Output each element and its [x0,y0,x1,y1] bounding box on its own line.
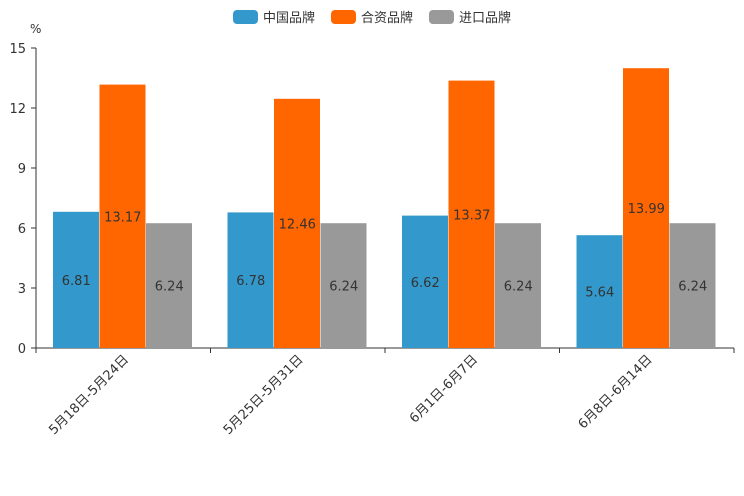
legend-swatch-import [429,9,454,24]
legend-item-china[interactable]: 中国品牌 [232,7,315,26]
bar-s0-c0 [53,211,99,348]
y-tick-label-3: 9 [18,162,26,177]
y-tick-label-1: 3 [18,282,26,297]
y-tick-label-5: 15 [9,42,26,57]
bar-s2-c1 [320,223,367,348]
legend-swatch-joint [330,9,356,24]
bar-s2-c0 [146,223,192,348]
data-label-s2-c2: 6.24 [504,280,533,295]
data-label-s2-c0: 6.24 [155,280,184,295]
bar-s1-c1 [274,98,320,348]
bar-s0-c2 [402,215,448,348]
data-label-s2-c1: 6.24 [329,280,358,295]
legend-label-import: 进口品牌 [459,11,512,26]
x-tick-label-3: 6月8日-6月14日 [576,352,656,432]
data-label-s1-c1: 12.46 [279,217,316,232]
data-label-s0-c2: 6.62 [411,276,440,291]
bar-s1-c0 [99,84,146,348]
bar-s2-c2 [495,223,541,348]
x-tick-label-0: 5月18日-5月24日 [46,352,132,438]
legend-item-import[interactable]: 进口品牌 [429,7,511,26]
y-tick-label-4: 12 [9,102,26,117]
data-label-s1-c0: 13.17 [104,210,141,225]
legend-swatch-china [232,9,258,24]
legend-item-joint[interactable]: 合资品牌 [330,7,413,26]
bar-s1-c3 [623,68,669,348]
y-tick-label-0: 0 [18,342,26,357]
data-label-s0-c3: 5.64 [585,286,614,301]
bar-s1-c2 [448,80,495,348]
bar-s0-c1 [227,212,274,348]
data-label-s1-c3: 13.99 [628,202,665,217]
bar-s0-c3 [576,235,623,348]
bar-s2-c3 [669,223,716,348]
x-tick-label-1: 5月25日-5月31日 [221,352,307,438]
x-tick-label-2: 6月1日-6月7日 [407,352,481,426]
legend-label-joint: 合资品牌 [360,11,413,26]
data-label-s0-c1: 6.78 [236,274,265,289]
data-label-s0-c0: 6.81 [62,274,91,289]
y-tick-label-2: 6 [18,222,26,237]
y-unit-label: % [30,22,42,36]
data-label-s1-c2: 13.37 [453,208,490,223]
data-label-s2-c3: 6.24 [678,280,707,295]
legend: 中国品牌 合资品牌 进口品牌 [0,7,744,26]
legend-label-china: 中国品牌 [262,11,315,26]
